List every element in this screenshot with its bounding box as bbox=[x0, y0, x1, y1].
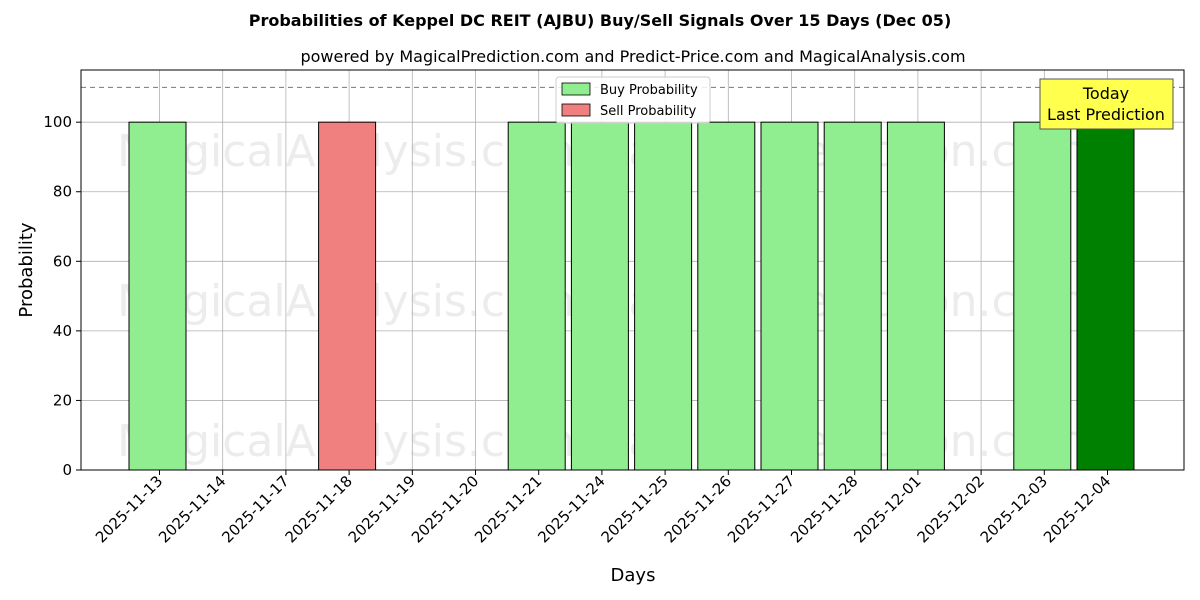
legend-swatch-buy bbox=[561, 82, 591, 96]
x-tick-label: 2025-11-19 bbox=[345, 472, 419, 546]
x-tick-label: 2025-12-02 bbox=[914, 472, 988, 546]
chart-title: Probabilities of Keppel DC REIT (AJBU) B… bbox=[249, 11, 952, 30]
legend-swatch-sell bbox=[561, 103, 591, 117]
bar-buy bbox=[886, 121, 945, 471]
x-tick-label: 2025-11-18 bbox=[282, 472, 356, 546]
annotation-line-1: Today bbox=[1082, 84, 1129, 103]
bar-buy bbox=[570, 121, 629, 471]
x-tick-label: 2025-12-01 bbox=[850, 472, 924, 546]
y-tick-label: 100 bbox=[43, 113, 72, 131]
bar-layer bbox=[128, 121, 1135, 471]
y-tick-label: 40 bbox=[53, 322, 72, 340]
x-tick-label: 2025-12-03 bbox=[977, 472, 1051, 546]
legend-label-sell: Sell Probability bbox=[600, 104, 697, 119]
bar-buy bbox=[128, 121, 187, 471]
x-tick-label: 2025-11-26 bbox=[661, 472, 735, 546]
y-tick-label: 60 bbox=[53, 252, 72, 270]
bar-buy bbox=[1013, 121, 1072, 471]
chart-subtitle: powered by MagicalPrediction.com and Pre… bbox=[300, 47, 965, 66]
x-tick-label: 2025-11-25 bbox=[598, 472, 672, 546]
x-axis: 2025-11-132025-11-142025-11-172025-11-18… bbox=[92, 470, 1114, 546]
legend-frame bbox=[555, 76, 711, 124]
y-axis: 0 20 40 60 80 100 bbox=[43, 113, 81, 479]
x-tick-label: 2025-11-17 bbox=[218, 472, 292, 546]
today-annotation: Today Last Prediction bbox=[1039, 78, 1174, 130]
bar-sell bbox=[318, 121, 377, 471]
x-axis-label: Days bbox=[611, 565, 656, 586]
bar-buy bbox=[507, 121, 566, 471]
x-tick-label: 2025-11-28 bbox=[787, 472, 861, 546]
bar-buy bbox=[823, 121, 882, 471]
y-tick-label: 20 bbox=[53, 391, 72, 409]
x-tick-label: 2025-11-14 bbox=[155, 472, 229, 546]
x-tick-label: 2025-12-04 bbox=[1040, 472, 1114, 546]
x-tick-label: 2025-11-21 bbox=[471, 472, 545, 546]
x-tick-label: 2025-11-20 bbox=[408, 472, 482, 546]
bar-buy bbox=[697, 121, 756, 471]
annotation-line-2: Last Prediction bbox=[1047, 105, 1165, 124]
bar-buy bbox=[634, 121, 693, 471]
y-tick-label: 0 bbox=[62, 461, 72, 479]
y-axis-label: Probability bbox=[16, 222, 37, 317]
y-tick-label: 80 bbox=[53, 183, 72, 201]
bar-buy bbox=[1076, 121, 1135, 471]
x-tick-label: 2025-11-24 bbox=[534, 472, 608, 546]
legend-label-buy: Buy Probability bbox=[600, 83, 698, 98]
annotation-box bbox=[1039, 78, 1174, 130]
legend: Buy Probability Sell Probability bbox=[555, 76, 711, 124]
x-tick-label: 2025-11-27 bbox=[724, 472, 798, 546]
plot-area bbox=[80, 69, 1185, 471]
x-tick-label: 2025-11-13 bbox=[92, 472, 166, 546]
bar-buy bbox=[760, 121, 819, 471]
